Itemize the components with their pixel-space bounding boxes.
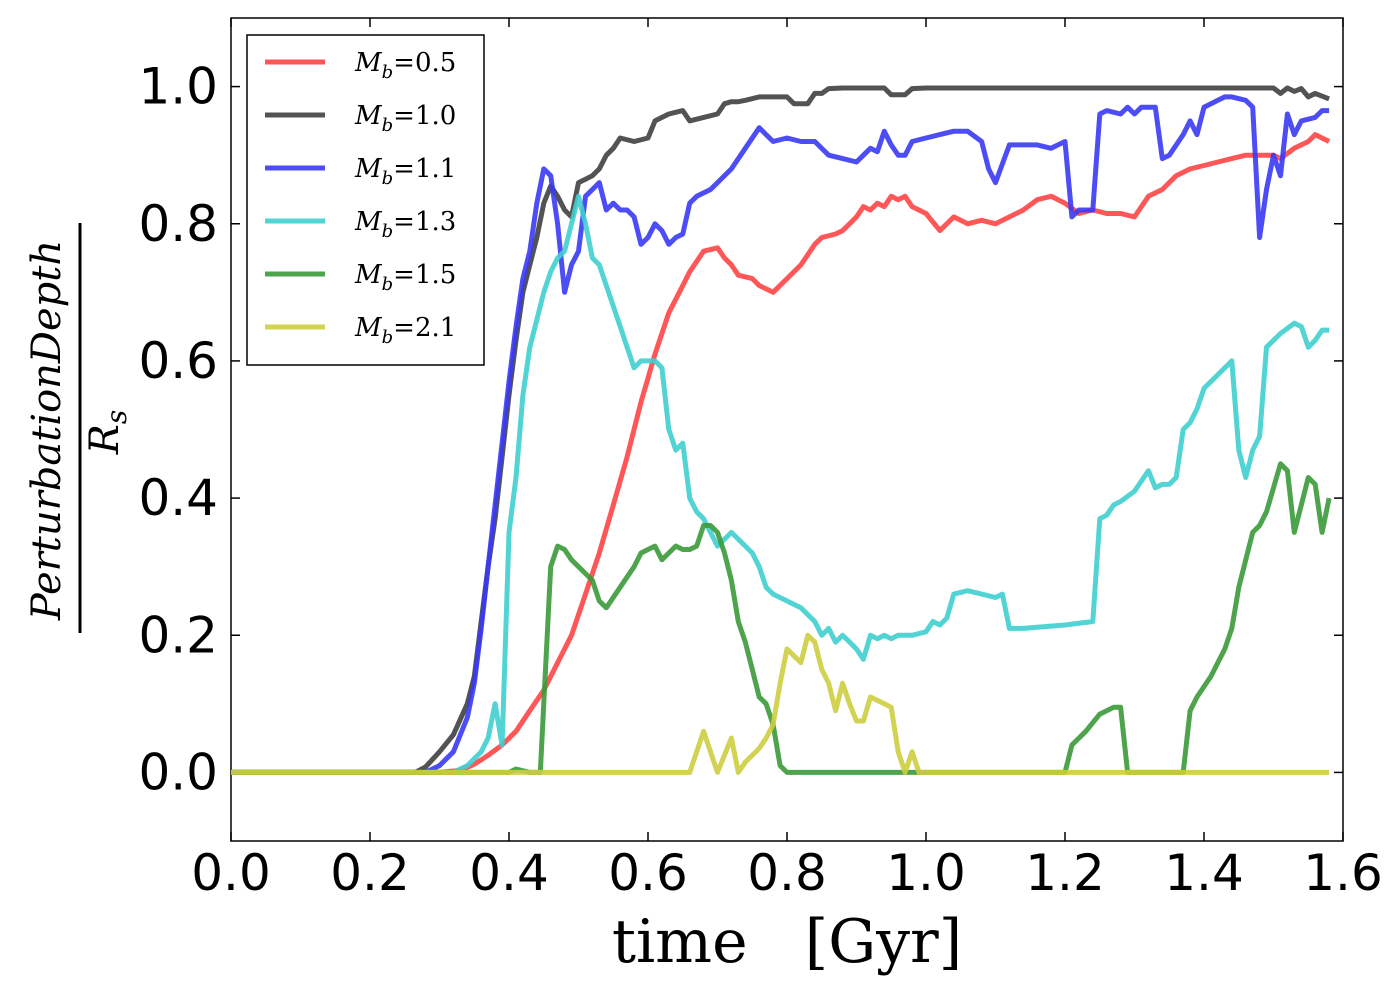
legend-label: Mb=1.5 [354, 260, 456, 295]
x-tick-labels: 0.0 0.2 0.4 0.6 0.8 1.0 1.2 1.4 1.6 [191, 844, 1383, 902]
x-tick-label: 0.8 [747, 844, 827, 902]
series-line-mb-1-3 [231, 193, 1330, 775]
x-tick-label: 0.2 [330, 844, 410, 902]
legend-box [246, 34, 485, 366]
y-tick-labels: 0.0 0.2 0.4 0.6 0.8 1.0 [138, 58, 218, 802]
y-axis-label-denominator: Rs [82, 410, 133, 456]
y-tick-label: 0.0 [138, 743, 218, 801]
x-tick-label: 1.4 [1164, 844, 1244, 902]
legend-item: Mb=2.1 [265, 313, 456, 348]
series-line-mb-1-5 [231, 461, 1332, 775]
legend-item: Mb=0.5 [265, 48, 456, 83]
x-tick-label: 0.4 [469, 844, 549, 902]
legend: Mb=0.5 Mb=1.0 Mb=1.1 Mb=1.3 Mb=1.5 Mb=2.1 [246, 34, 485, 366]
x-tick-label: 1.6 [1303, 844, 1383, 902]
y-tick-label: 0.6 [138, 332, 218, 390]
legend-item: Mb=1.0 [265, 101, 456, 136]
y-tick-label: 0.2 [138, 606, 218, 664]
y-tick-label: 0.8 [138, 195, 218, 253]
legend-label: Mb=1.0 [354, 101, 456, 136]
x-axis-label: time [Gyr] [612, 907, 962, 977]
y-tick-label: 0.4 [138, 469, 218, 527]
series-line-mb-2-1 [231, 632, 1330, 775]
legend-label: Mb=1.3 [354, 207, 456, 242]
legend-item: Mb=1.1 [265, 154, 456, 189]
y-tick-label: 1.0 [138, 58, 218, 116]
x-tick-label: 0.0 [191, 844, 271, 902]
x-tick-label: 1.2 [1025, 844, 1105, 902]
series-line-mb-1-1 [231, 94, 1330, 775]
series-lines [231, 85, 1332, 775]
x-tick-label: 0.6 [608, 844, 688, 902]
x-tick-label: 1.0 [886, 844, 966, 902]
legend-item: Mb=1.5 [265, 260, 456, 295]
y-axis-label-numerator: PerturbationDepth [24, 240, 70, 621]
series-line-mb-0-5 [231, 132, 1331, 775]
y-axis-label: PerturbationDepth Rs [24, 223, 133, 633]
legend-label: Mb=2.1 [354, 313, 456, 348]
legend-item: Mb=1.3 [265, 207, 456, 242]
legend-label: Mb=0.5 [354, 48, 456, 83]
legend-label: Mb=1.1 [354, 154, 456, 189]
